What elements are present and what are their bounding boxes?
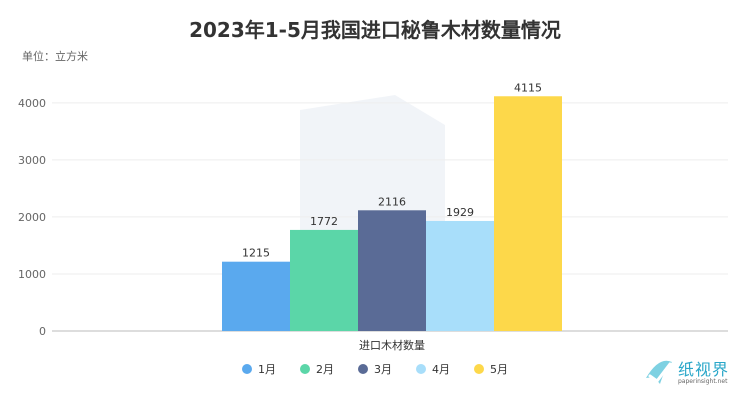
bars [222, 96, 562, 331]
bar [222, 261, 290, 331]
bar [358, 210, 426, 331]
value-label: 4115 [514, 81, 542, 94]
bar [426, 220, 494, 331]
value-label: 1929 [446, 206, 474, 219]
legend: 1月 2月 3月 4月 5月 [0, 361, 750, 377]
brand-logo: 纸视界 paperinsight.net [642, 354, 742, 394]
legend-label: 4月 [432, 363, 450, 376]
legend-item[interactable]: 3月 [358, 361, 392, 377]
legend-swatch [474, 364, 484, 374]
legend-item[interactable]: 5月 [474, 361, 508, 377]
legend-item[interactable]: 4月 [416, 361, 450, 377]
legend-swatch [242, 364, 252, 374]
y-tick-label: 1000 [18, 268, 46, 281]
legend-item[interactable]: 2月 [300, 361, 334, 377]
bar [494, 96, 562, 331]
legend-swatch [358, 364, 368, 374]
legend-label: 2月 [316, 363, 334, 376]
legend-swatch [416, 364, 426, 374]
y-tick-label: 3000 [18, 154, 46, 167]
y-tick-label: 2000 [18, 211, 46, 224]
brand-url: paperinsight.net [678, 378, 728, 385]
chart-title: 2023年1-5月我国进口秘鲁木材数量情况 [189, 18, 561, 42]
y-tick-label: 0 [39, 325, 46, 338]
legend-swatch [300, 364, 310, 374]
value-labels: 1215 1772 2116 1929 4115 [242, 81, 542, 259]
value-label: 2116 [378, 195, 406, 208]
legend-label: 3月 [374, 363, 392, 376]
legend-item[interactable]: 1月 [242, 361, 276, 377]
x-category-label: 进口木材数量 [359, 338, 425, 352]
value-label: 1215 [242, 247, 270, 260]
brand-name: 纸视界 [678, 360, 730, 379]
bar [290, 229, 358, 331]
legend-label: 1月 [258, 363, 276, 376]
value-label: 1772 [310, 215, 338, 228]
legend-label: 5月 [490, 363, 508, 376]
y-tick-label: 4000 [18, 97, 46, 110]
x-category-labels: 进口木材数量 [359, 338, 425, 352]
unit-label: 单位：立方米 [22, 50, 88, 63]
y-tick-labels: 0 1000 2000 3000 4000 [18, 97, 46, 338]
brand-icon [646, 360, 672, 384]
